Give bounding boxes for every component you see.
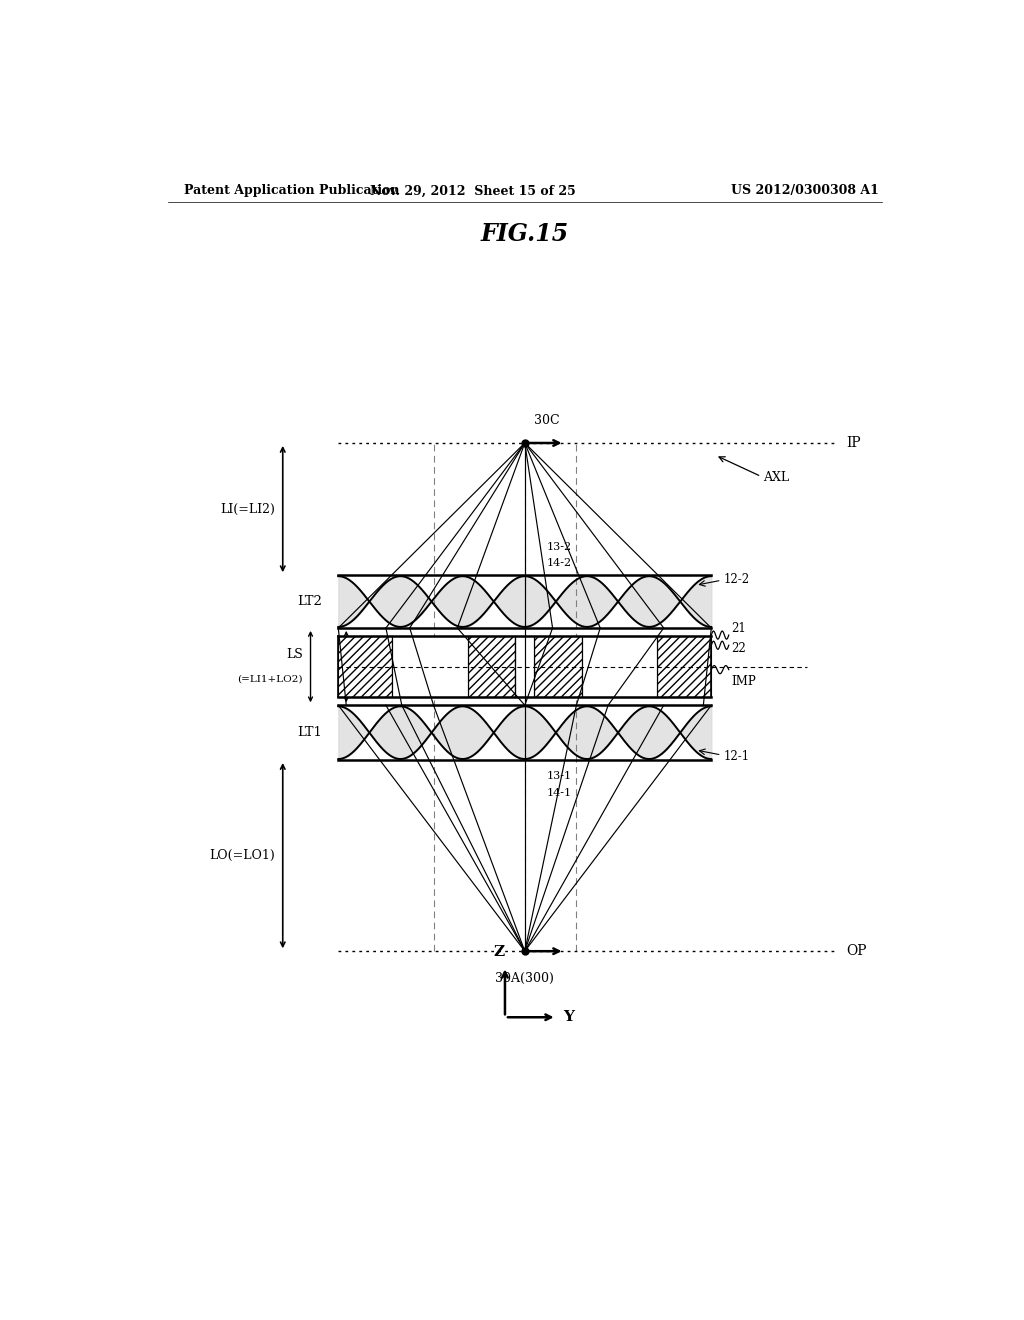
Text: (=LI1+LO2): (=LI1+LO2): [238, 675, 303, 684]
Bar: [535, 636, 582, 697]
Bar: [515, 636, 535, 697]
Bar: [338, 636, 392, 697]
Bar: [338, 576, 712, 628]
Bar: [392, 636, 468, 697]
Text: RAY: RAY: [519, 643, 543, 653]
Text: Nov. 29, 2012  Sheet 15 of 25: Nov. 29, 2012 Sheet 15 of 25: [371, 185, 577, 198]
Text: Patent Application Publication: Patent Application Publication: [183, 185, 399, 198]
Text: 22: 22: [731, 642, 745, 655]
Bar: [338, 705, 712, 760]
Text: AXL: AXL: [763, 471, 790, 484]
Text: 30B: 30B: [420, 652, 440, 661]
Text: LT1: LT1: [298, 726, 323, 739]
Text: 21: 21: [731, 623, 745, 635]
Text: 12-1: 12-1: [723, 750, 750, 763]
Text: 12-2: 12-2: [723, 573, 750, 586]
Bar: [468, 636, 515, 697]
Bar: [657, 636, 712, 697]
Text: FIG.15: FIG.15: [480, 222, 569, 246]
Text: 14-1: 14-1: [547, 788, 572, 797]
Text: LI(=LI2): LI(=LI2): [220, 503, 274, 516]
Text: IMP: IMP: [731, 676, 756, 688]
Text: 13-1: 13-1: [547, 771, 572, 781]
Bar: [582, 636, 657, 697]
Text: 30C: 30C: [535, 413, 560, 426]
Text: LS: LS: [286, 648, 303, 661]
Text: LI1: LI1: [358, 681, 377, 690]
Text: 13-2: 13-2: [547, 541, 572, 552]
Text: 30B: 30B: [514, 675, 536, 684]
Text: OP: OP: [846, 944, 866, 958]
Text: Z: Z: [493, 945, 504, 960]
Text: IP: IP: [846, 436, 861, 450]
Text: US 2012/0300308 A1: US 2012/0300308 A1: [731, 185, 879, 198]
Text: LO2: LO2: [358, 643, 382, 652]
Text: 14-2: 14-2: [547, 558, 572, 568]
Text: LT2: LT2: [298, 595, 323, 609]
Text: 30A(300): 30A(300): [496, 972, 554, 985]
Text: Y: Y: [563, 1010, 573, 1024]
Text: LO(=LO1): LO(=LO1): [209, 849, 274, 862]
